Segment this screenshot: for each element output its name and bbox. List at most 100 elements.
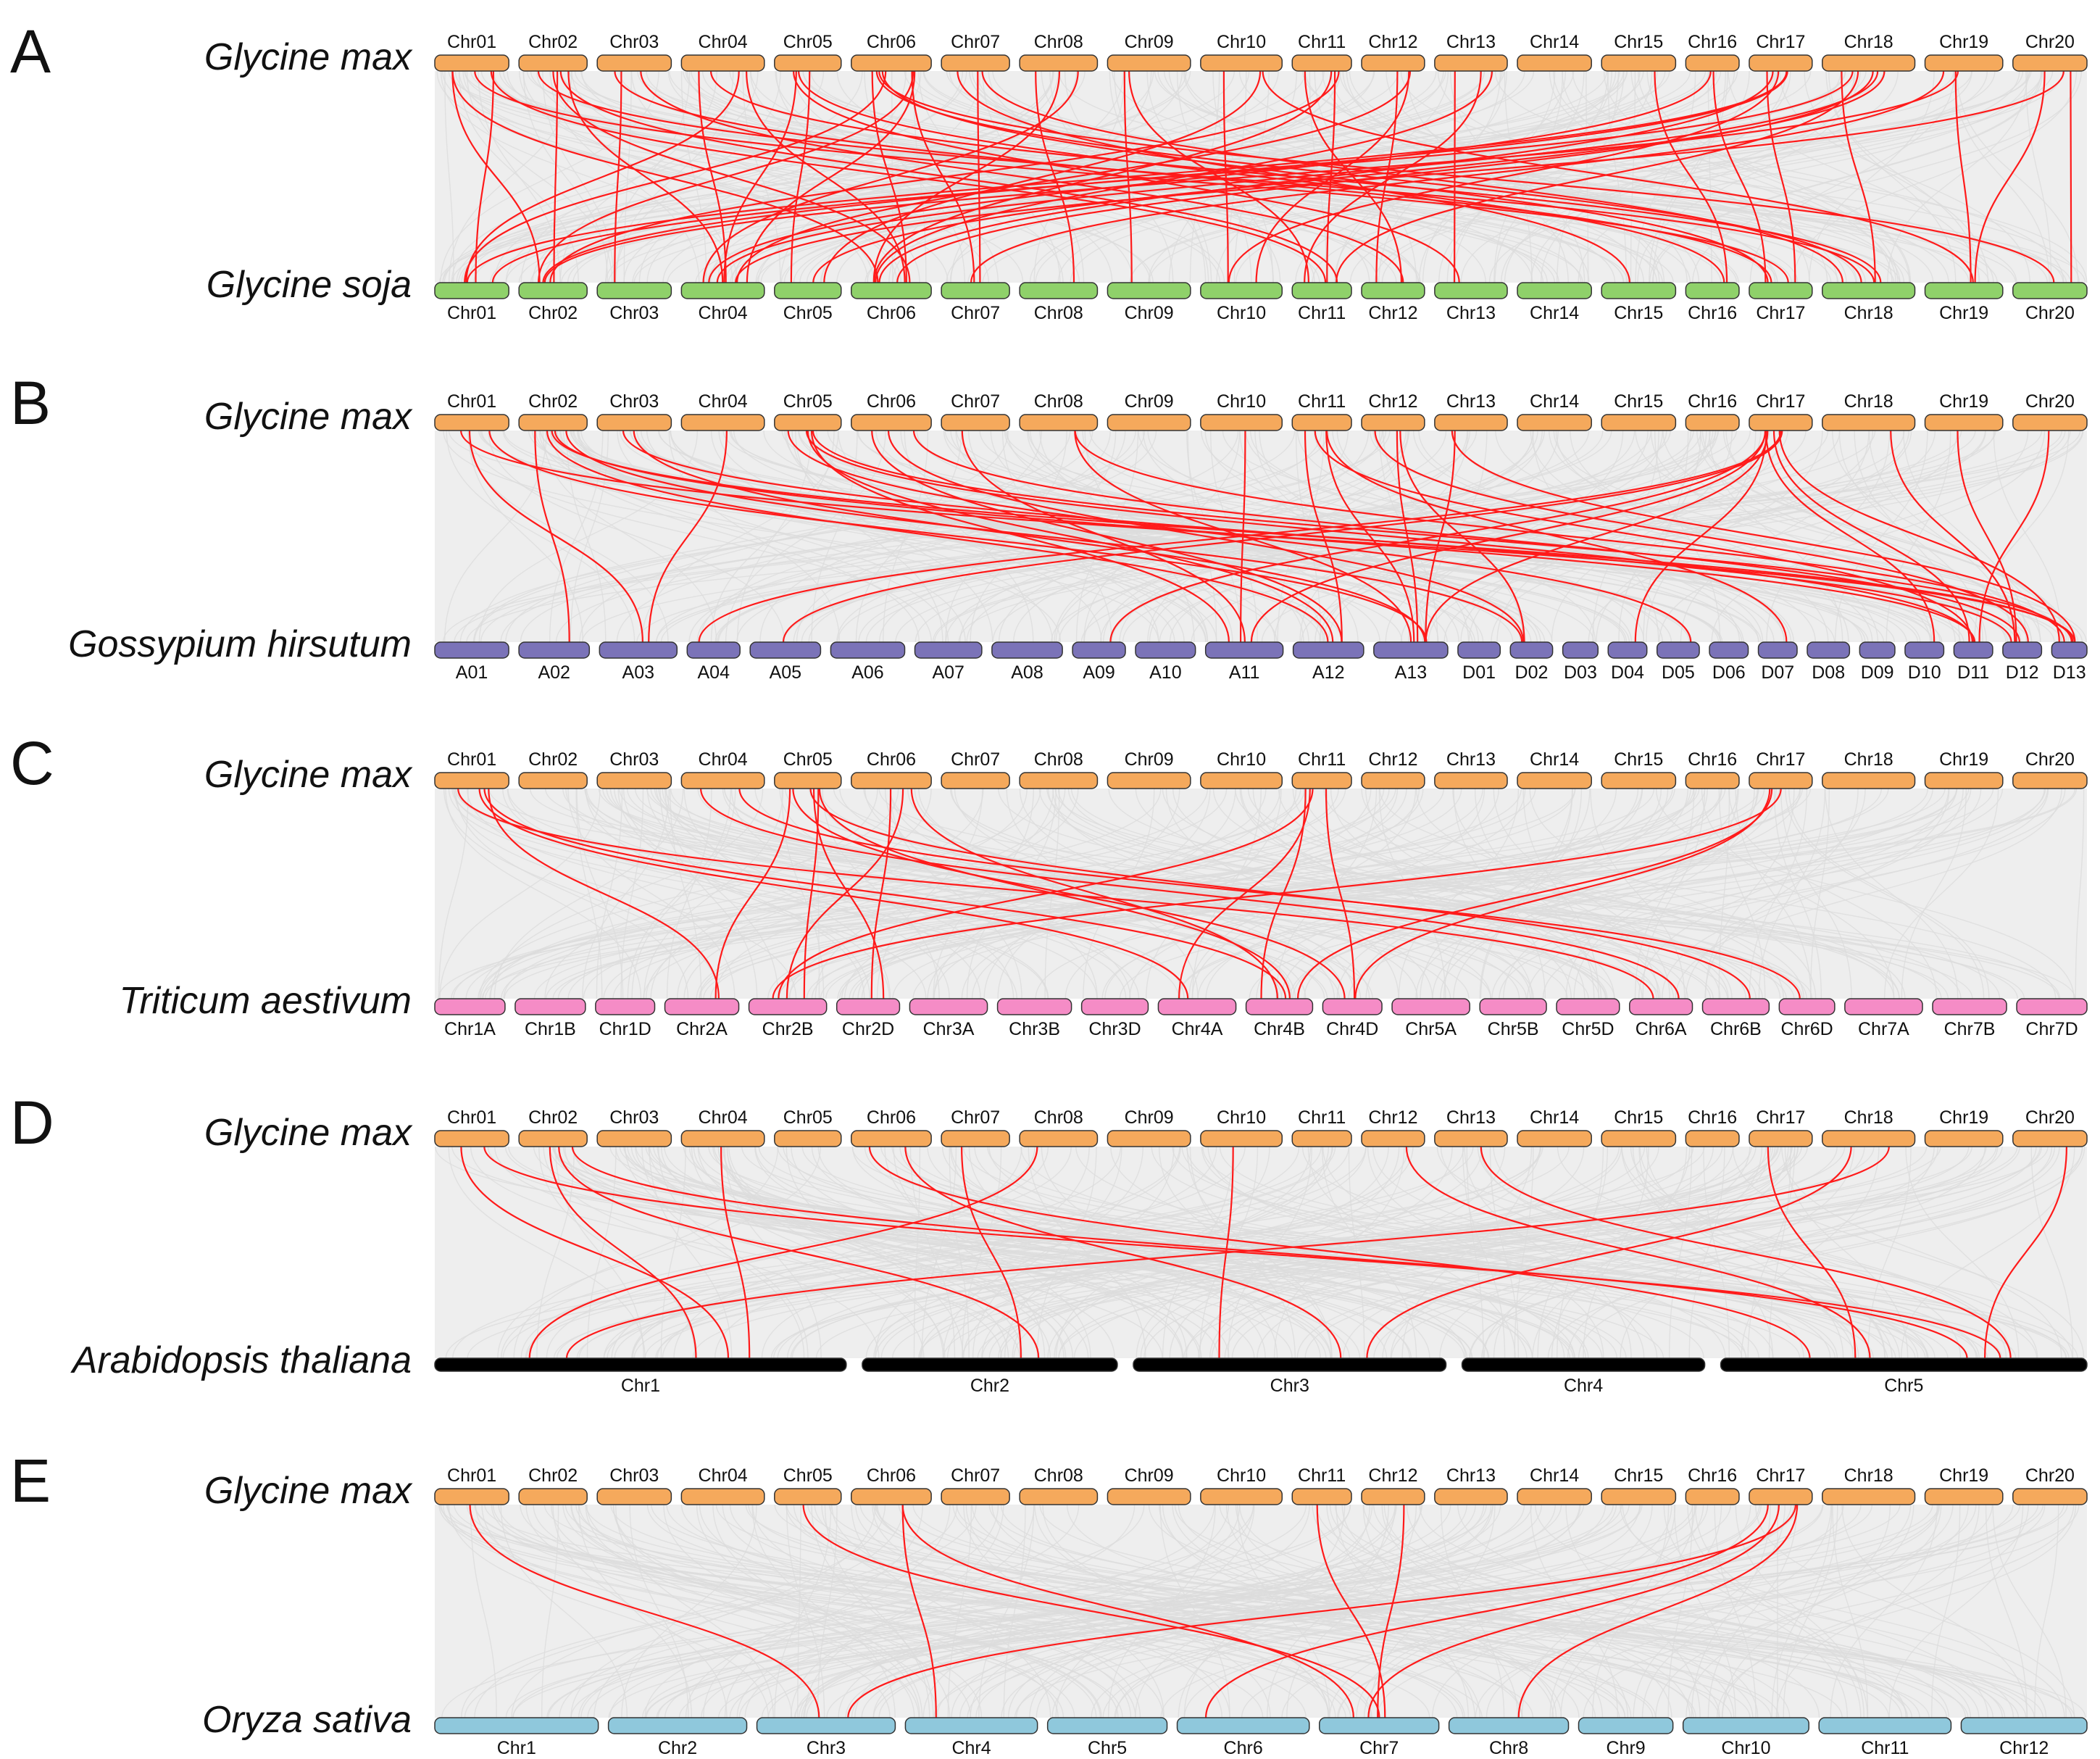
bottom-chromosome-bar <box>664 998 740 1015</box>
background-link <box>536 70 1080 283</box>
background-link <box>1573 788 1755 999</box>
highlighted-link <box>818 788 1291 999</box>
highlighted-link <box>1957 430 2017 643</box>
highlighted-link <box>1325 430 1415 643</box>
top-chromosome-bar <box>774 54 842 72</box>
highlighted-link <box>702 70 1079 283</box>
background-link <box>1335 70 1507 283</box>
top-chromosome-label: Chr04 <box>699 1465 748 1486</box>
background-link <box>454 430 1737 643</box>
highlighted-link <box>1984 1146 2067 1359</box>
background-link <box>507 788 1049 999</box>
highlighted-link <box>565 430 1523 643</box>
top-chromosome-label: Chr20 <box>2025 391 2075 412</box>
top-chromosome-bar <box>774 1130 842 1147</box>
background-link <box>1322 70 1700 283</box>
bottom-chromosome-label: Chr08 <box>1034 303 1083 323</box>
highlighted-link <box>786 788 904 999</box>
highlighted-link <box>1778 430 2060 643</box>
background-link <box>1662 430 2028 643</box>
background-link <box>783 430 1962 643</box>
background-link <box>559 70 717 283</box>
highlighted-link <box>546 430 1329 643</box>
background-link <box>1379 788 2057 999</box>
background-link <box>691 1146 946 1359</box>
background-link <box>1537 1146 1609 1359</box>
panel-e: Chr01 Chr02 Chr03 Chr04 Chr05 Chr06 Chr07 Chr08… <box>10 1447 2088 1758</box>
background-link <box>1449 70 1586 283</box>
top-chromosome-label: Chr02 <box>528 749 578 770</box>
background-link <box>553 1146 1327 1359</box>
bottom-chromosome-label: Chr13 <box>1446 303 1496 323</box>
top-chromosome-label: Chr17 <box>1756 749 1805 770</box>
background-link <box>1312 1504 1691 1718</box>
background-link <box>503 788 1228 999</box>
highlighted-link <box>871 430 1343 643</box>
highlighted-link <box>1772 430 1970 643</box>
background-link <box>767 788 1576 999</box>
top-chromosome-label: Chr19 <box>1939 749 1988 770</box>
top-chromosome-label: Chr18 <box>1844 391 1893 412</box>
top-chromosome-label: Chr01 <box>447 1107 496 1128</box>
top-chromosome-bar <box>1822 54 1916 72</box>
background-link <box>1034 1504 1330 1718</box>
background-link <box>1148 1504 1791 1718</box>
top-chromosome-label: Chr16 <box>1688 749 1737 770</box>
background-link <box>570 1504 1059 1718</box>
top-chromosome-bar <box>941 1130 1010 1147</box>
top-chromosome-label: Chr08 <box>1034 1107 1083 1128</box>
background-link <box>1542 788 2049 999</box>
highlighted-synteny-links <box>451 70 2072 283</box>
bottom-chromosome-bar <box>1607 641 1648 659</box>
top-chromosome-label: Chr19 <box>1939 32 1988 52</box>
background-link <box>1549 70 1828 283</box>
panel-a: Chr01 Chr02 Chr03 Chr04 Chr05 Chr06 Chr07 Chr08… <box>10 17 2088 323</box>
background-link <box>1592 1504 1670 1718</box>
top-chromosome-bar <box>851 414 932 431</box>
background-link <box>983 788 1236 999</box>
highlighted-link <box>778 788 1314 999</box>
background-link <box>448 1504 769 1718</box>
highlighted-synteny-links <box>469 1504 1799 1718</box>
highlighted-link <box>478 788 1189 999</box>
highlighted-link <box>901 1504 937 1718</box>
highlighted-link <box>1405 1146 1871 1359</box>
background-link <box>806 1504 1501 1718</box>
top-chromosome-bar <box>1924 1130 2004 1147</box>
bottom-chromosome-bar <box>1778 998 1836 1015</box>
highlighted-link <box>552 70 911 283</box>
bottom-chromosome-bar <box>1953 641 1993 659</box>
top-chromosome-bar <box>1361 772 1425 789</box>
top-chromosome-bar <box>1434 54 1508 72</box>
top-chromosome-bar <box>1517 1130 1592 1147</box>
background-link <box>449 70 572 283</box>
background-link <box>965 1504 1271 1718</box>
background-link <box>1057 70 1658 283</box>
top-chromosome-label: Chr16 <box>1688 32 1737 52</box>
bottom-chromosome-label: Chr20 <box>2025 303 2075 323</box>
bottom-chromosome-label: Chr7A <box>1858 1019 1909 1039</box>
top-chromosome-bar <box>1291 772 1352 789</box>
top-chromosome-label: Chr19 <box>1939 391 1988 412</box>
bottom-chromosome-label: Chr7 <box>1359 1738 1399 1758</box>
bottom-chromosome-bar <box>991 641 1063 659</box>
highlighted-link <box>1314 430 1973 643</box>
top-chromosome-label: Chr13 <box>1446 1465 1496 1486</box>
background-link <box>1114 1504 1792 1718</box>
background-link <box>467 788 927 999</box>
background-link <box>1810 788 1830 999</box>
background-link <box>1316 1504 1907 1718</box>
background-link <box>1020 1146 1746 1359</box>
highlighted-link <box>1480 1146 2012 1359</box>
background-link <box>1174 1504 2003 1718</box>
top-chromosome-bar <box>1685 772 1740 789</box>
top-chromosome-label: Chr10 <box>1217 1465 1266 1486</box>
highlighted-link <box>549 70 1340 283</box>
highlighted-synteny-links <box>457 788 1801 999</box>
bottom-chromosome-label: Chr5B <box>1488 1019 1539 1039</box>
background-link <box>580 1504 1307 1718</box>
bottom-chromosome-label: Chr2A <box>676 1019 728 1039</box>
background-link <box>1691 1504 1771 1718</box>
top-chromosome-label: Chr05 <box>783 32 833 52</box>
top-chromosome-label: Chr09 <box>1125 749 1174 770</box>
